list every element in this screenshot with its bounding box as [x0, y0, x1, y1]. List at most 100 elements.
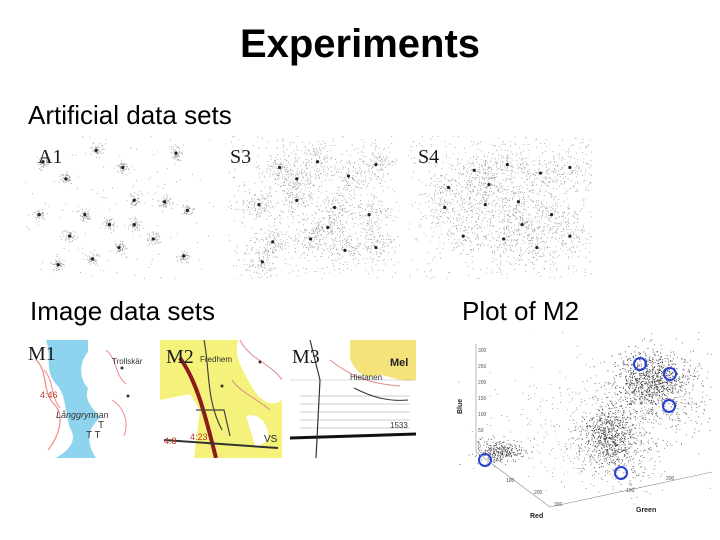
m3-text-mel: Mel	[390, 357, 408, 369]
blue-tick-label: 0	[478, 444, 481, 450]
cluster-center	[117, 245, 121, 250]
section-image-heading: Image data sets	[30, 296, 215, 326]
cluster-center	[446, 185, 451, 190]
panel-s4-label: S4	[418, 146, 440, 168]
cluster-center	[260, 260, 264, 264]
panel-a1	[24, 136, 214, 279]
m1-text-height: 4:46	[40, 390, 58, 400]
scatter-points	[408, 136, 592, 279]
cluster-center	[295, 177, 299, 181]
red-tick-200: 200	[534, 490, 543, 496]
cluster-center	[107, 223, 112, 227]
panel-m3-label: M3	[292, 346, 320, 368]
panel-m2-label: M2	[166, 346, 194, 368]
cluster-center	[333, 205, 337, 210]
panel-s4	[408, 136, 592, 279]
m2-3d-scatter: Blue Red Green 300 250 200 150 100 50 0 100 20…	[457, 332, 712, 520]
blue-tick-label: 300	[478, 348, 487, 354]
axis-label-green: Green	[636, 507, 656, 514]
cluster-center	[174, 151, 178, 155]
cluster-center	[90, 257, 94, 261]
blue-tick-label: 250	[478, 364, 487, 370]
cluster-center	[374, 245, 378, 250]
density-cloud	[458, 332, 703, 505]
m1-map: Trollskär 4:46 Långgrynnan T T T	[26, 340, 150, 458]
a1-scatter	[25, 136, 214, 279]
cluster-center	[64, 177, 68, 181]
m3-map: Hietanen Mel 1533	[290, 340, 416, 458]
cluster-center	[68, 234, 72, 238]
cluster-center	[56, 263, 60, 267]
cluster-center	[505, 163, 509, 167]
prototype-marker	[662, 399, 676, 413]
slide-title: Experiments	[239, 22, 481, 66]
cluster-center	[568, 165, 572, 170]
prototype-marker	[663, 367, 677, 381]
axis-label-blue: Blue	[457, 399, 464, 414]
density-cloud	[593, 338, 700, 427]
panel-m3: Hietanen Mel 1533	[290, 340, 416, 458]
cluster-center	[94, 148, 98, 152]
cluster-center	[185, 208, 189, 212]
cluster-center	[271, 240, 275, 244]
cluster-center	[295, 198, 299, 202]
section-plot-heading: Plot of M2	[462, 296, 580, 326]
cluster-center	[257, 203, 261, 207]
blue-tick-label: 200	[478, 380, 487, 386]
prototype-marker	[478, 453, 492, 467]
svg-text:T: T	[98, 420, 104, 431]
cluster-center	[163, 200, 167, 204]
cluster-center	[83, 213, 87, 217]
cluster-center	[278, 165, 282, 170]
cluster-center	[472, 168, 476, 172]
s3-scatter	[228, 136, 400, 279]
red-tick-100: 100	[506, 478, 515, 484]
panel-s3-label: S3	[230, 146, 252, 168]
density-cloud	[572, 396, 642, 473]
prototype-marker	[633, 357, 647, 371]
cluster-center	[538, 171, 543, 175]
cluster-center	[315, 160, 320, 164]
cluster-center	[37, 213, 41, 217]
panel-a1-label: A1	[38, 146, 63, 168]
cluster-center	[461, 234, 465, 238]
m2-text-height-b: 4:8	[164, 436, 177, 446]
blue-tick-label: 50	[478, 428, 484, 434]
cluster-center	[374, 163, 378, 167]
green-tick-200: 200	[666, 476, 675, 482]
cluster-center	[346, 174, 350, 178]
cluster-center	[367, 213, 371, 217]
density-cloud	[545, 401, 686, 499]
panel-s3	[228, 136, 400, 279]
s4-scatter	[408, 136, 592, 279]
m2-text-fredhem: Fredhem	[200, 355, 232, 364]
prototype-marker	[614, 466, 628, 480]
panel-m1-label: M1	[28, 343, 56, 365]
cluster-center	[549, 213, 554, 217]
density-cloud	[459, 435, 535, 468]
panel-m2: Fredhem 4:23 4:8 VS	[160, 340, 282, 458]
section-artificial-heading: Artificial data sets	[28, 100, 232, 130]
cluster-center	[41, 160, 45, 164]
density-cloud	[581, 332, 712, 489]
cluster-center	[535, 245, 539, 250]
m2-text-vs: VS	[264, 434, 278, 445]
cluster-center	[121, 165, 125, 170]
cluster-center	[343, 248, 347, 252]
m2-map: Fredhem 4:23 4:8 VS	[160, 340, 282, 458]
axis-label-red: Red	[530, 513, 543, 520]
scatter-points	[228, 136, 400, 279]
m1-text-trollskar: Trollskär	[112, 357, 143, 366]
blue-tick-label: 150	[478, 396, 487, 402]
cluster-center	[308, 237, 313, 241]
green-tick-100: 100	[626, 488, 635, 494]
m3-text-elev: 1533	[390, 421, 408, 430]
blue-tick-label: 100	[478, 412, 487, 418]
m1-text-langgrynnan: Långgrynnan	[56, 410, 109, 420]
cluster-center	[568, 234, 572, 238]
svg-text:T T: T T	[86, 430, 101, 441]
panel-plot-m2: Blue Red Green 300 250 200 150 100 50 0 100 20…	[450, 332, 712, 522]
scatter-points	[25, 136, 214, 279]
cluster-center	[487, 183, 491, 187]
red-tick-300: 300	[554, 502, 563, 508]
